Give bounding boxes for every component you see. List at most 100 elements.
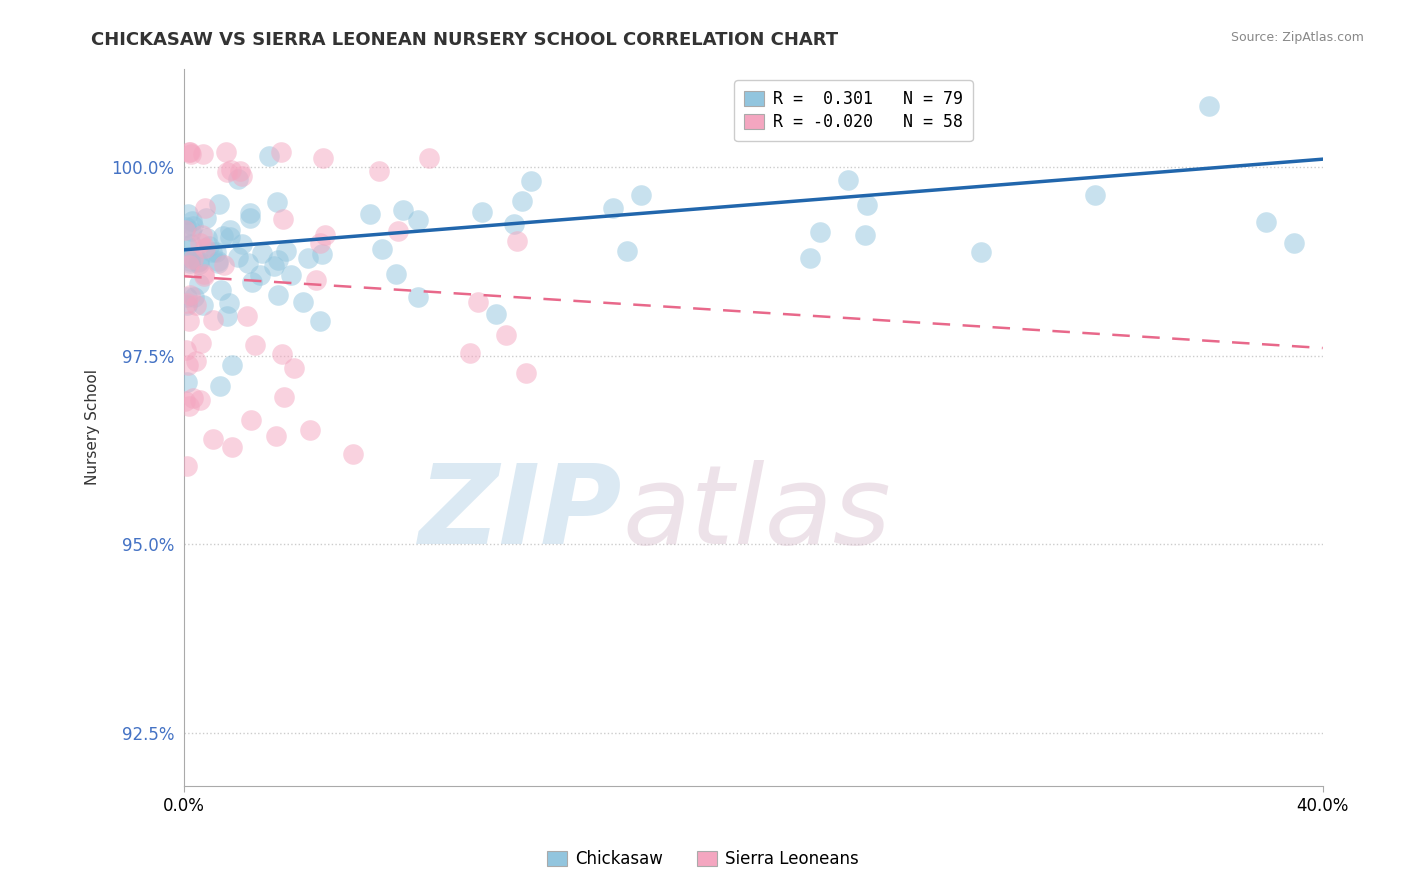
Point: [180, 237, 202, 252]
Point: [235, 310, 257, 324]
Point: [212, 228, 235, 243]
Point: [201, 313, 224, 327]
Text: Source: ZipAtlas.com: Source: ZipAtlas.com: [1230, 31, 1364, 45]
Legend: Chickasaw, Sierra Leoneans: Chickasaw, Sierra Leoneans: [540, 844, 866, 875]
Point: [194, 211, 217, 225]
Point: [231, 237, 253, 252]
Point: [406, 212, 429, 227]
Point: [271, 347, 294, 361]
Point: [387, 224, 409, 238]
Point: [218, 296, 240, 310]
Point: [239, 413, 262, 427]
Point: [1254, 215, 1277, 229]
Point: [194, 241, 217, 255]
Point: [418, 151, 440, 165]
Point: [616, 244, 638, 258]
Point: [179, 254, 201, 268]
Point: [408, 290, 430, 304]
Point: [853, 228, 876, 243]
Point: [176, 290, 198, 304]
Point: [198, 239, 221, 253]
Point: [384, 267, 406, 281]
Point: [187, 255, 209, 269]
Point: [176, 376, 198, 390]
Point: [219, 230, 242, 244]
Point: [808, 225, 831, 239]
Point: [183, 290, 205, 304]
Point: [503, 217, 526, 231]
Point: [467, 295, 489, 310]
Point: [179, 256, 201, 270]
Point: [1198, 99, 1220, 113]
Point: [176, 295, 198, 310]
Point: [229, 164, 252, 178]
Point: [226, 171, 249, 186]
Point: [181, 219, 204, 233]
Point: [314, 227, 336, 242]
Point: [392, 202, 415, 217]
Point: [193, 147, 215, 161]
Point: [195, 231, 218, 245]
Point: [187, 253, 209, 268]
Point: [190, 228, 212, 243]
Point: [179, 313, 201, 327]
Point: [193, 267, 215, 281]
Point: [181, 391, 204, 405]
Point: [291, 295, 314, 310]
Point: [174, 220, 197, 235]
Point: [276, 244, 298, 259]
Point: [180, 147, 202, 161]
Point: [176, 250, 198, 264]
Point: [970, 245, 993, 260]
Point: [309, 236, 332, 251]
Point: [176, 459, 198, 474]
Point: [221, 163, 243, 178]
Point: [184, 353, 207, 368]
Point: [309, 314, 332, 328]
Point: [218, 223, 240, 237]
Point: [266, 195, 288, 210]
Point: [270, 145, 292, 159]
Point: [179, 145, 201, 159]
Point: [205, 244, 228, 259]
Point: [215, 165, 238, 179]
Point: [179, 258, 201, 272]
Legend: R =  0.301   N = 79, R = -0.020   N = 58: R = 0.301 N = 79, R = -0.020 N = 58: [734, 80, 973, 142]
Point: [856, 198, 879, 212]
Point: [249, 268, 271, 282]
Point: [305, 273, 328, 287]
Y-axis label: Nursery School: Nursery School: [86, 369, 100, 485]
Point: [173, 223, 195, 237]
Point: [221, 358, 243, 372]
Point: [174, 343, 197, 358]
Point: [495, 327, 517, 342]
Point: [311, 247, 333, 261]
Point: [630, 188, 652, 202]
Point: [283, 361, 305, 376]
Point: [184, 298, 207, 312]
Point: [239, 206, 262, 220]
Point: [799, 251, 821, 265]
Point: [193, 269, 215, 284]
Point: [837, 172, 859, 186]
Point: [311, 151, 333, 165]
Point: [201, 244, 224, 259]
Point: [207, 254, 229, 268]
Text: atlas: atlas: [623, 460, 891, 567]
Point: [214, 258, 236, 272]
Point: [250, 246, 273, 260]
Point: [217, 309, 239, 323]
Point: [215, 145, 238, 159]
Point: [208, 379, 231, 393]
Point: [194, 201, 217, 215]
Point: [180, 224, 202, 238]
Point: [176, 239, 198, 253]
Point: [179, 288, 201, 302]
Point: [188, 393, 211, 408]
Point: [190, 335, 212, 350]
Point: [208, 197, 231, 211]
Point: [266, 252, 288, 267]
Point: [240, 275, 263, 289]
Point: [188, 277, 211, 291]
Point: [238, 256, 260, 270]
